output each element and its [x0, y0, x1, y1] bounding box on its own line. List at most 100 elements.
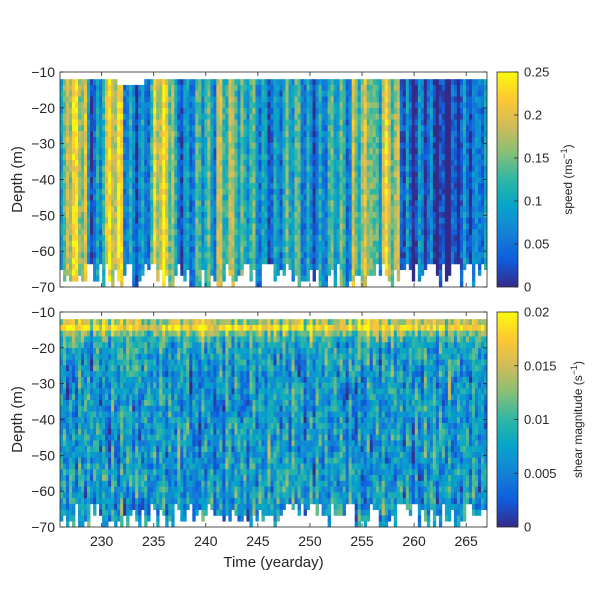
heatmap-cell: [391, 96, 394, 102]
heatmap-cell: [120, 154, 123, 160]
heatmap-cell: [174, 212, 177, 218]
heatmap-cell: [445, 206, 448, 212]
heatmap-cell: [451, 252, 454, 258]
heatmap-cell: [433, 235, 436, 241]
heatmap-cell: [126, 148, 129, 154]
heatmap-cell: [442, 131, 445, 137]
heatmap-cell: [264, 195, 267, 201]
heatmap-cell: [355, 206, 358, 212]
heatmap-cell: [337, 212, 340, 218]
heatmap-cell: [75, 224, 78, 230]
heatmap-cell: [286, 177, 289, 183]
heatmap-cell: [340, 241, 343, 247]
heatmap-cell: [406, 177, 409, 183]
heatmap-cell: [249, 125, 252, 131]
heatmap-cell: [144, 114, 147, 120]
heatmap-cell: [343, 114, 346, 120]
heatmap-cell: [264, 102, 267, 108]
heatmap-cell: [114, 218, 117, 224]
heatmap-cell: [349, 108, 352, 114]
heatmap-cell: [126, 189, 129, 195]
heatmap-cell: [421, 177, 424, 183]
heatmap-cell: [346, 79, 349, 85]
heatmap-cell: [346, 125, 349, 131]
heatmap-cell: [108, 195, 111, 201]
heatmap-cell: [274, 143, 277, 149]
heatmap-cell: [69, 195, 72, 201]
heatmap-cell: [174, 148, 177, 154]
heatmap-cell: [358, 125, 361, 131]
heatmap-cell: [340, 79, 343, 85]
heatmap-cell: [274, 235, 277, 241]
heatmap-cell: [186, 148, 189, 154]
heatmap-cell: [406, 143, 409, 149]
heatmap-cell: [331, 189, 334, 195]
heatmap-cell: [90, 91, 93, 97]
heatmap-cell: [349, 258, 352, 264]
heatmap-cell: [388, 247, 391, 253]
heatmap-cell: [237, 189, 240, 195]
heatmap-cell: [481, 166, 484, 172]
heatmap-cell: [198, 229, 201, 235]
heatmap-cell: [340, 120, 343, 126]
heatmap-cell: [216, 96, 219, 102]
heatmap-cell: [298, 102, 301, 108]
heatmap-cell: [243, 166, 246, 172]
heatmap-cell: [346, 120, 349, 126]
heatmap-cell: [117, 252, 120, 258]
heatmap-cell: [451, 206, 454, 212]
heatmap-cell: [81, 85, 84, 91]
heatmap-cell: [102, 108, 105, 114]
heatmap-cell: [171, 154, 174, 160]
heatmap-cell: [376, 229, 379, 235]
heatmap-cell: [445, 148, 448, 154]
heatmap-cell: [63, 435, 66, 441]
heatmap-cell: [319, 125, 322, 131]
heatmap-cell: [277, 125, 280, 131]
heatmap-cell: [258, 241, 261, 247]
heatmap-cell: [382, 212, 385, 218]
heatmap-cell: [307, 247, 310, 253]
heatmap-cell: [138, 96, 141, 102]
heatmap-cell: [451, 160, 454, 166]
heatmap-cell: [301, 166, 304, 172]
heatmap-cell: [478, 189, 481, 195]
heatmap-cell: [255, 229, 258, 235]
heatmap-cell: [102, 218, 105, 224]
heatmap-cell: [391, 224, 394, 230]
heatmap-cell: [201, 96, 204, 102]
heatmap-cell: [255, 148, 258, 154]
heatmap-cell: [195, 206, 198, 212]
heatmap-cell: [258, 189, 261, 195]
heatmap-cell: [210, 247, 213, 253]
heatmap-cell: [475, 108, 478, 114]
heatmap-cell: [325, 172, 328, 178]
heatmap-cell: [295, 195, 298, 201]
heatmap-cell: [358, 264, 361, 270]
heatmap-cell: [198, 125, 201, 131]
heatmap-cell: [168, 229, 171, 235]
heatmap-cell: [427, 177, 430, 183]
heatmap-cell: [99, 177, 102, 183]
heatmap-cell: [180, 264, 183, 270]
heatmap-cell: [177, 85, 180, 91]
heatmap-cell: [430, 229, 433, 235]
heatmap-cell: [295, 189, 298, 195]
heatmap-cell: [240, 270, 243, 276]
heatmap-cell: [340, 264, 343, 270]
heatmap-cell: [343, 96, 346, 102]
heatmap-cell: [358, 247, 361, 253]
heatmap-cell: [280, 241, 283, 247]
heatmap-cell: [75, 172, 78, 178]
heatmap-cell: [258, 212, 261, 218]
heatmap-cell: [361, 212, 364, 218]
heatmap-cell: [301, 235, 304, 241]
heatmap-cell: [123, 96, 126, 102]
heatmap-cell: [165, 79, 168, 85]
heatmap-cell: [84, 79, 87, 85]
heatmap-cell: [102, 258, 105, 264]
heatmap-cell: [132, 195, 135, 201]
heatmap-cell: [150, 241, 153, 247]
heatmap-cell: [255, 91, 258, 97]
heatmap-cell: [385, 137, 388, 143]
